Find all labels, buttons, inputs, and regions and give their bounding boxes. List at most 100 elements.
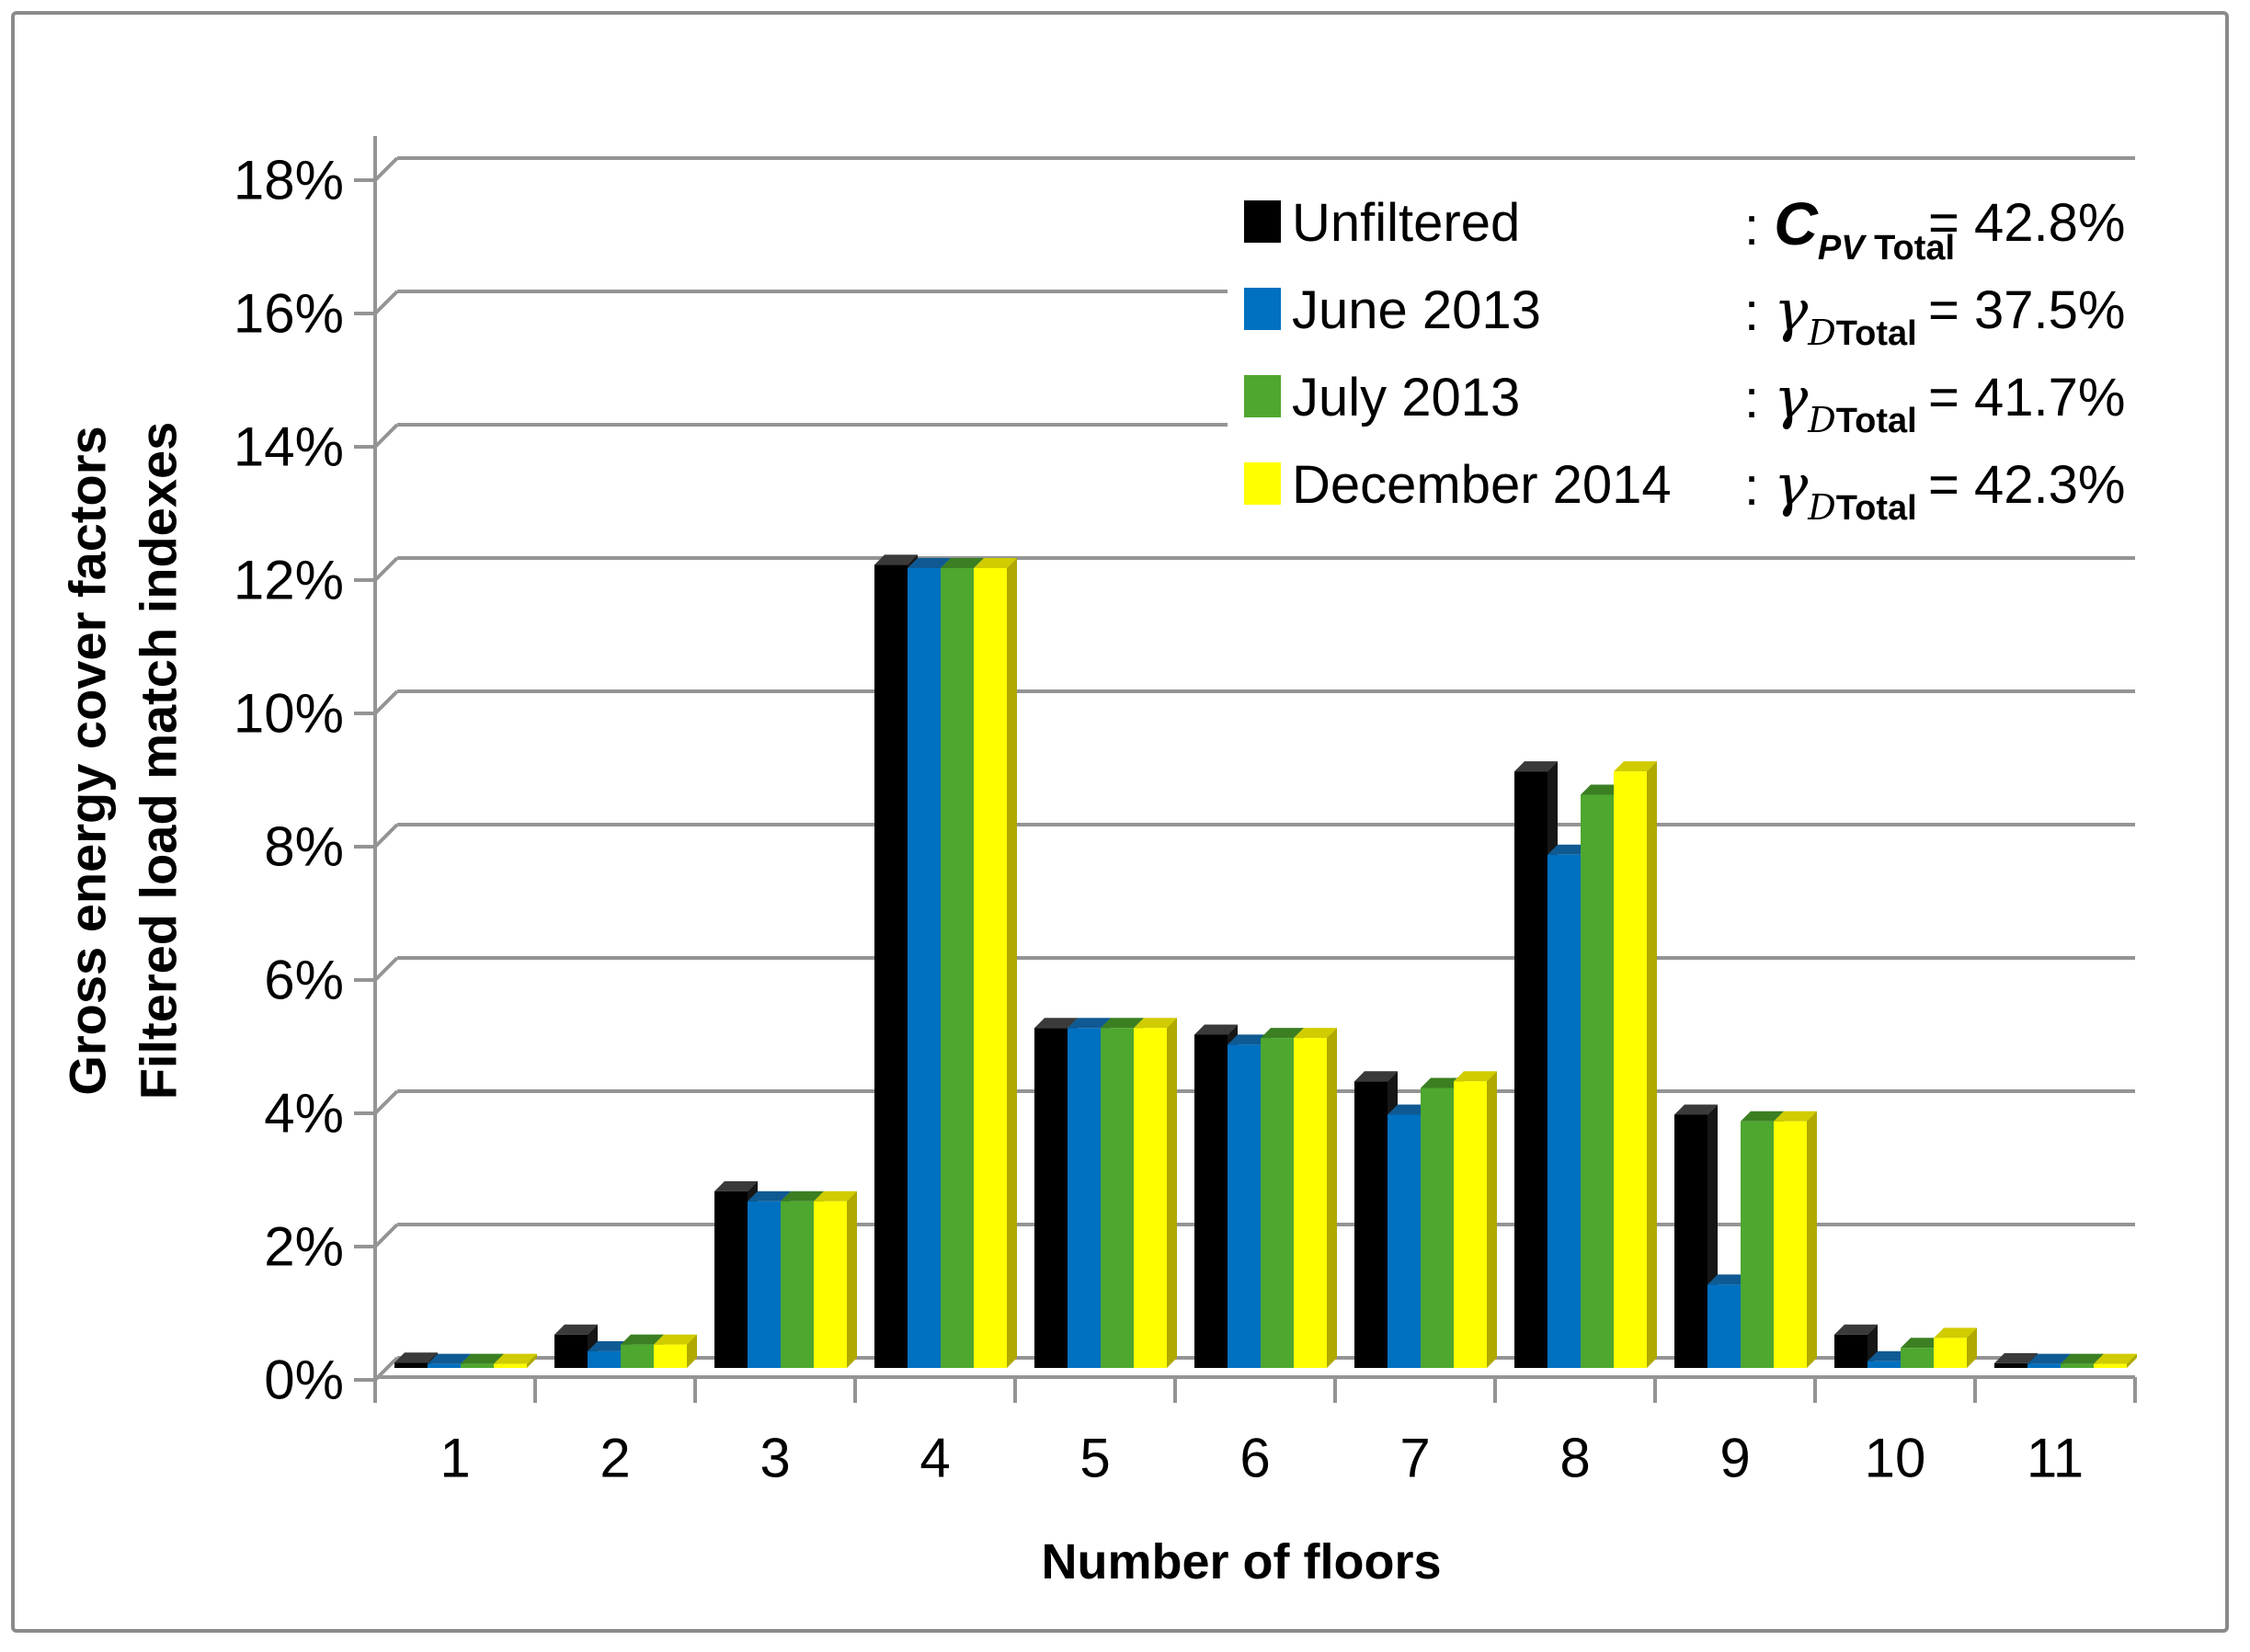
bar-side-face: [1967, 1327, 1977, 1368]
y-axis-tick-label: 4%: [264, 1083, 344, 1145]
gridline-elbow: [373, 156, 399, 182]
bar-top-face: [1548, 844, 1591, 855]
bar-top-face: [1741, 1111, 1784, 1122]
bar-top-face: [1867, 1350, 1911, 1361]
bar-top-face: [908, 558, 951, 568]
legend-total-value: = 41.7%: [1928, 368, 2126, 427]
bar-group-floor-1: [394, 1352, 537, 1368]
gridline-elbow: [373, 1223, 399, 1248]
bar-july-2013-floor-11: [2061, 1363, 2094, 1368]
bar-december-2014-floor-5: [1134, 1028, 1167, 1368]
legend-series-label: June 2013: [1292, 280, 1541, 340]
bar-top-face: [941, 558, 984, 568]
bar-december-2014-floor-1: [494, 1363, 527, 1368]
bar-top-face: [1514, 761, 1558, 772]
bar-top-face: [874, 554, 918, 565]
bar-june-2013-floor-6: [1228, 1044, 1261, 1368]
legend-swatch: [1244, 462, 1281, 505]
bar-july-2013-floor-8: [1581, 794, 1614, 1368]
gridline-elbow: [373, 556, 399, 582]
bar-june-2013-floor-11: [2027, 1363, 2061, 1368]
legend-total-formula: : γDTotal = 42.3%: [1744, 451, 2126, 529]
bar-june-2013-floor-1: [428, 1363, 461, 1368]
bar-june-2013-floor-4: [908, 568, 941, 1368]
bar-december-2014-floor-6: [1294, 1038, 1327, 1368]
bar-top-face: [1354, 1071, 1398, 1082]
y-axis-tick-label: 14%: [234, 416, 344, 478]
x-axis-tick-label: 4: [919, 1428, 950, 1489]
bar-top-face: [1034, 1018, 1078, 1029]
bar-side-face: [1807, 1111, 1817, 1368]
bar-top-face: [1614, 761, 1657, 772]
bar-top-face: [1194, 1024, 1238, 1035]
x-axis-tick-label: 2: [600, 1428, 630, 1489]
bar-december-2014-floor-7: [1454, 1081, 1487, 1368]
bar-december-2014-floor-10: [1934, 1338, 1967, 1368]
bar-top-face: [1134, 1018, 1177, 1029]
y-axis-tick-label: 0%: [264, 1350, 344, 1411]
bar-top-face: [461, 1353, 504, 1364]
bar-july-2013-floor-4: [941, 568, 974, 1368]
x-axis-tick-label: 5: [1079, 1428, 1110, 1489]
gridline-elbow: [373, 823, 399, 849]
bar-june-2013-floor-2: [588, 1350, 621, 1368]
bar-top-face: [654, 1334, 697, 1345]
bar-july-2013-floor-7: [1421, 1088, 1454, 1368]
bar-top-face: [621, 1334, 664, 1345]
bar-july-2013-floor-2: [621, 1344, 654, 1368]
bar-side-face: [1167, 1018, 1177, 1368]
y-axis-title-line1: Gross energy cover factors: [58, 426, 117, 1096]
bar-side-face: [1007, 558, 1017, 1368]
bar-unfiltered-floor-8: [1514, 771, 1548, 1368]
bar-july-2013-floor-5: [1101, 1028, 1134, 1368]
bar-unfiltered-floor-7: [1354, 1081, 1388, 1368]
bar-top-face: [1454, 1071, 1497, 1082]
x-axis-title: Number of floors: [1041, 1534, 1442, 1589]
legend-total-formula: : γDTotal = 41.7%: [1744, 364, 2126, 441]
bar-top-face: [394, 1352, 438, 1363]
y-axis-tick-label: 16%: [234, 283, 344, 345]
bar-group-floor-6: [1194, 1024, 1337, 1368]
y-axis-tick-label: 10%: [234, 683, 344, 745]
bar-top-face: [2027, 1353, 2071, 1364]
legend-total-value: = 37.5%: [1928, 280, 2126, 340]
bar-july-2013-floor-6: [1261, 1038, 1294, 1368]
gridline-elbow: [373, 1089, 399, 1115]
legend-series-label: Unfiltered: [1292, 193, 1521, 253]
bar-top-face: [974, 558, 1017, 568]
x-axis-tick-label: 6: [1239, 1428, 1270, 1489]
bar-side-face: [527, 1353, 537, 1368]
bar-unfiltered-floor-1: [394, 1362, 428, 1368]
bar-december-2014-floor-11: [2094, 1363, 2127, 1368]
bar-group-floor-11: [1994, 1352, 2137, 1368]
bar-top-face: [1901, 1338, 1944, 1349]
chart-legend: Unfiltered: CPV Total = 42.8% June 2013: γ…: [1228, 184, 2216, 541]
y-axis-tick-label: 8%: [264, 816, 344, 878]
bar-side-face: [687, 1334, 697, 1368]
legend-series-label: December 2014: [1292, 455, 1672, 515]
bar-group-floor-5: [1034, 1018, 1177, 1368]
bar-top-face: [1674, 1104, 1718, 1115]
legend-symbol-gamma: γ: [1774, 451, 1809, 518]
bar-unfiltered-floor-5: [1034, 1028, 1068, 1368]
legend-swatch: [1244, 288, 1281, 330]
legend-series-label: July 2013: [1292, 368, 1521, 427]
bar-top-face: [588, 1340, 631, 1351]
bar-july-2013-floor-10: [1901, 1348, 1934, 1368]
bar-june-2013-floor-3: [748, 1201, 781, 1368]
bar-july-2013-floor-3: [781, 1201, 814, 1368]
legend-swatch: [1244, 200, 1281, 243]
legend-item-june-2013: June 2013: γDTotal = 37.5%: [1228, 279, 2216, 366]
legend-swatch: [1244, 375, 1281, 417]
bar-top-face: [781, 1191, 824, 1202]
bar-top-face: [814, 1191, 857, 1202]
x-axis-tick-label: 8: [1559, 1428, 1590, 1489]
y-axis-tick-label: 12%: [234, 550, 344, 611]
bar-top-face: [1294, 1028, 1337, 1039]
bar-top-face: [1388, 1104, 1431, 1115]
gridline-elbow: [373, 689, 399, 715]
bar-top-face: [1068, 1018, 1111, 1029]
bar-june-2013-floor-5: [1068, 1028, 1101, 1368]
y-axis-tick-label: 2%: [264, 1216, 344, 1278]
